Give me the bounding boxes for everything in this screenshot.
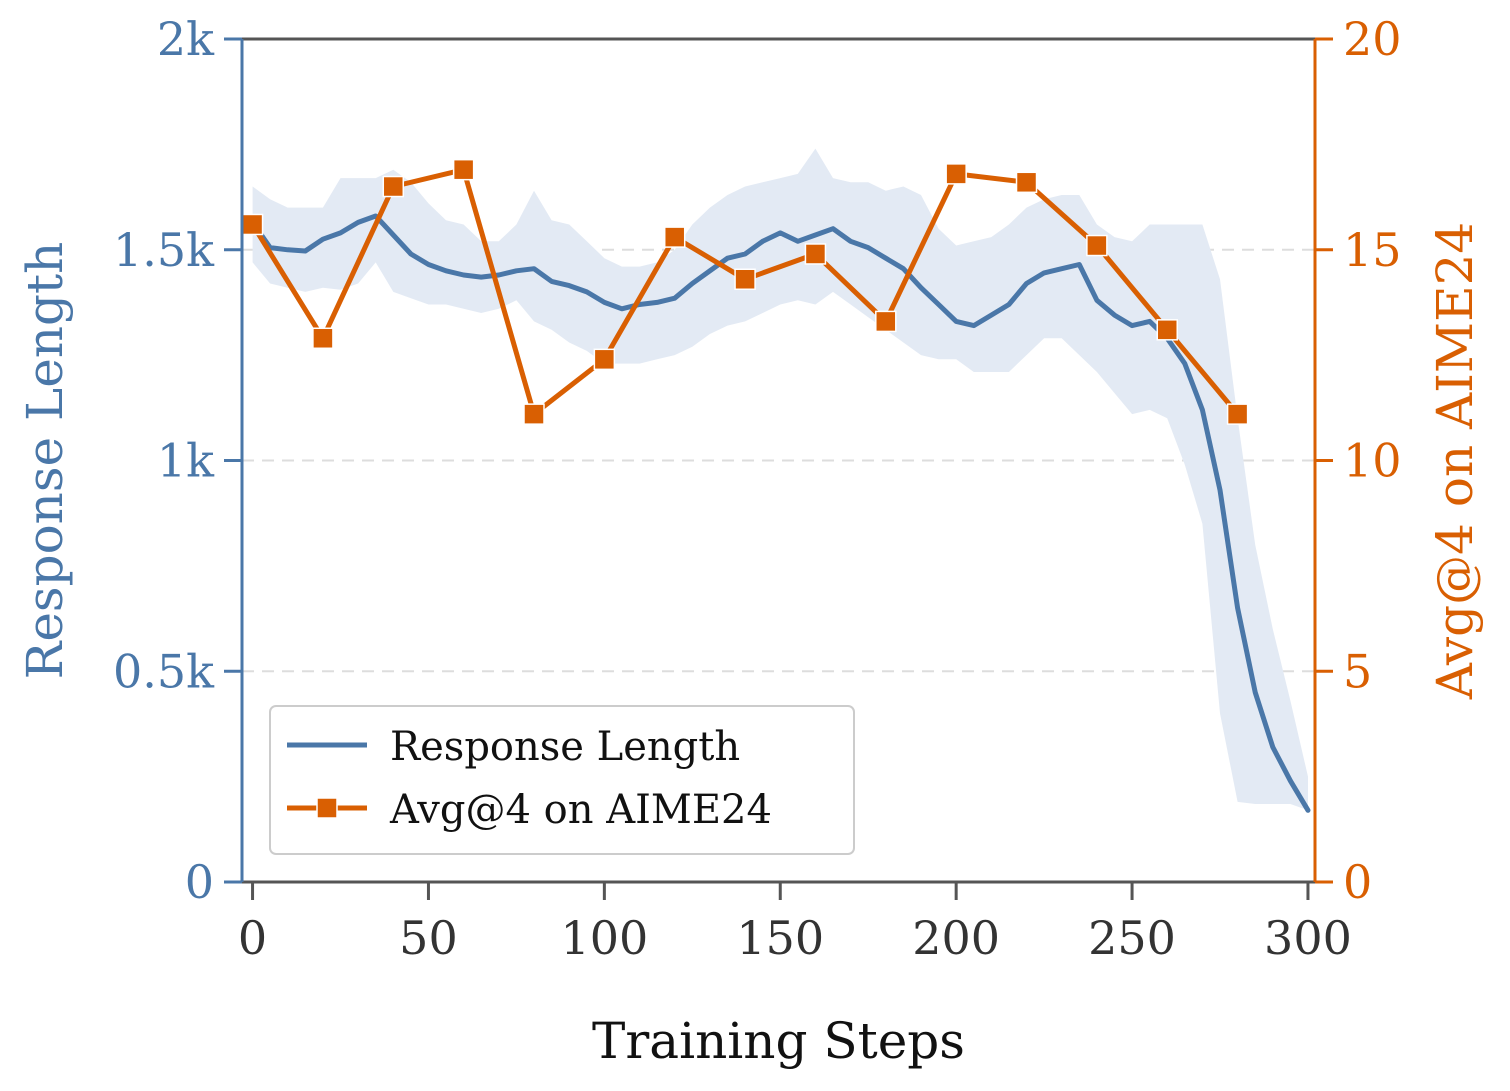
aime24-point — [1086, 234, 1108, 257]
right-tick-label: 10 — [1343, 434, 1402, 488]
right-tick-label: 15 — [1343, 223, 1402, 277]
aime24-point — [945, 163, 967, 185]
aime24-point — [875, 310, 897, 333]
left-tick-label: 2k — [157, 12, 215, 66]
legend-label-aime24: Avg@4 on AIME24 — [389, 787, 772, 833]
legend: Response Length Avg@4 on AIME24 — [269, 705, 855, 855]
x-tick-label: 150 — [736, 911, 824, 965]
x-tick-label: 0 — [238, 911, 267, 965]
right-y-axis-title: Avg@4 on AIME24 — [1426, 222, 1484, 700]
aime24-point — [1226, 403, 1249, 425]
x-tick-label: 300 — [1264, 911, 1352, 965]
aime24-point — [734, 268, 756, 291]
x-tick-label: 100 — [560, 911, 648, 965]
aime24-point — [241, 213, 264, 236]
legend-marker-aime24 — [316, 797, 338, 819]
aime24-point — [663, 226, 686, 248]
legend-box — [269, 705, 855, 855]
right-tick-label: 5 — [1343, 644, 1372, 698]
left-tick-label: 0.5k — [113, 644, 215, 698]
right-tick-label: 0 — [1343, 855, 1372, 909]
left-y-axis-title: Response Length — [16, 242, 74, 680]
legend-label-response-length: Response Length — [390, 724, 740, 770]
response-length-std-band — [252, 148, 1309, 811]
left-tick-label: 1.5k — [113, 223, 215, 277]
aime24-point — [804, 243, 827, 265]
series-lines — [241, 158, 1311, 813]
right-tick-label: 20 — [1343, 12, 1402, 66]
aime24-point — [523, 403, 545, 425]
x-tick-label: 200 — [912, 911, 1000, 965]
aime24-point — [593, 348, 616, 371]
left-tick-label: 1k — [157, 434, 215, 488]
response-length-band — [252, 148, 1309, 811]
x-tick-label: 250 — [1088, 911, 1176, 965]
left-tick-label: 0 — [185, 855, 214, 909]
x-axis-title: Training Steps — [592, 1012, 965, 1070]
aime24-point — [1015, 171, 1038, 194]
aime24-point — [1156, 319, 1178, 341]
aime24-point — [312, 327, 334, 350]
response-length-line — [250, 213, 1311, 813]
x-tick-label: 50 — [399, 911, 458, 965]
aime24-point — [452, 158, 475, 181]
aime24-point — [382, 175, 405, 198]
